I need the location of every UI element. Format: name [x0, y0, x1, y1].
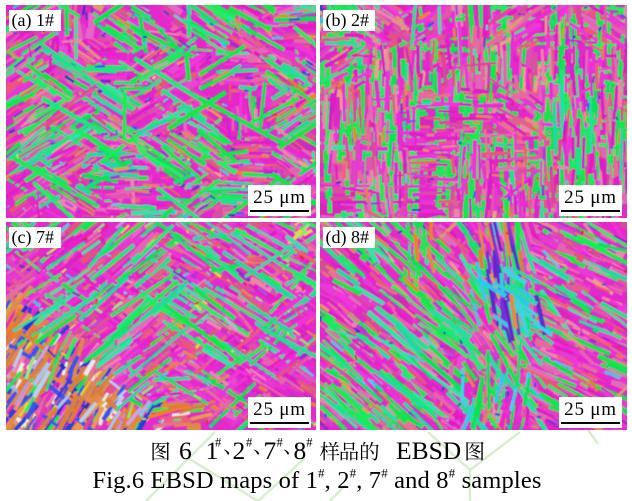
svg-text:2: 2	[233, 436, 246, 465]
svg-text:6: 6	[179, 436, 192, 465]
svg-text:#: #	[306, 436, 313, 450]
svg-text:1: 1	[206, 436, 219, 465]
svg-text:Fig.6 EBSD maps of 1#, 2#, 7#: Fig.6 EBSD maps of 1#, 2#, 7# and 8# sam…	[92, 466, 541, 495]
svg-text:7: 7	[264, 436, 277, 465]
svg-text:#: #	[215, 436, 222, 450]
svg-text:#: #	[277, 436, 284, 450]
svg-text:EBSD: EBSD	[396, 436, 461, 465]
svg-text:8: 8	[294, 436, 307, 465]
svg-text:#: #	[246, 436, 253, 450]
